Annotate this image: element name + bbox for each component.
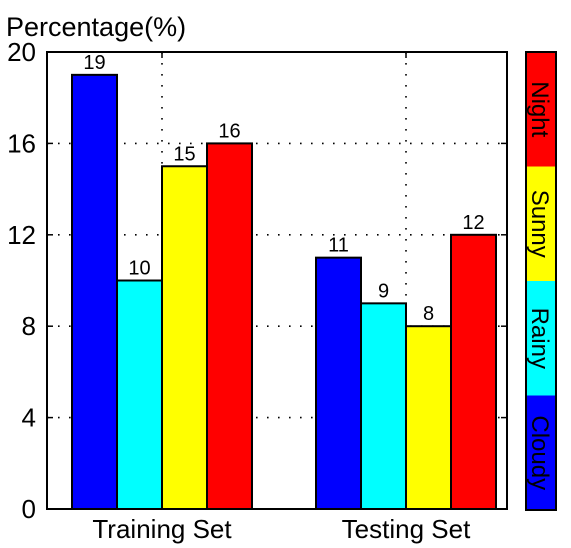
data-label: 12: [462, 212, 484, 234]
bar-cloudy: [71, 73, 118, 510]
data-label: 8: [423, 303, 434, 325]
bar-sunny: [405, 325, 452, 511]
legend-label: Cloudy: [526, 415, 553, 490]
plot-area-frame: [46, 51, 508, 510]
legend-label: Rainy: [526, 308, 553, 369]
y-tick-label: 4: [22, 403, 36, 433]
legend-label: Night: [526, 81, 553, 137]
bar-cloudy: [315, 256, 362, 510]
data-label: 10: [128, 258, 150, 280]
bar-night: [206, 142, 253, 510]
bar-night: [450, 233, 497, 511]
x-tick-label: Testing Set: [342, 514, 471, 544]
data-label: 9: [378, 280, 389, 302]
axis-ticks: [47, 51, 507, 510]
legend-swatch-night: [526, 52, 556, 167]
x-tick-label: Training Set: [92, 514, 232, 544]
bar-rainy: [116, 279, 163, 510]
y-tick-label: 8: [22, 311, 36, 341]
legend-swatch-rainy: [526, 281, 556, 396]
data-label: 19: [83, 52, 105, 74]
bar-rainy: [360, 302, 407, 510]
bars: [71, 73, 497, 511]
bar-sunny: [161, 165, 208, 510]
legend-swatch-sunny: [526, 166, 556, 281]
legend-swatch-cloudy: [526, 395, 556, 510]
y-axis-label: Percentage(%): [6, 12, 186, 42]
legend-frame: [525, 51, 557, 511]
x-tick-labels: Training Set Testing Set: [92, 514, 471, 544]
y-tick-label: 12: [7, 220, 36, 250]
data-label: 11: [328, 235, 349, 257]
legend: Cloudy Rainy Sunny Night: [525, 51, 557, 511]
y-tick-label: 16: [7, 128, 36, 158]
y-tick-labels: 0 4 8 12 16 20: [7, 37, 36, 524]
legend-label: Sunny: [526, 190, 553, 258]
data-label: 16: [218, 120, 240, 142]
data-label: 15: [173, 143, 195, 165]
y-tick-label: 0: [22, 494, 36, 524]
y-tick-label: 20: [7, 37, 36, 67]
data-labels: 19 10 15 16 11 9 8 12: [83, 52, 484, 325]
